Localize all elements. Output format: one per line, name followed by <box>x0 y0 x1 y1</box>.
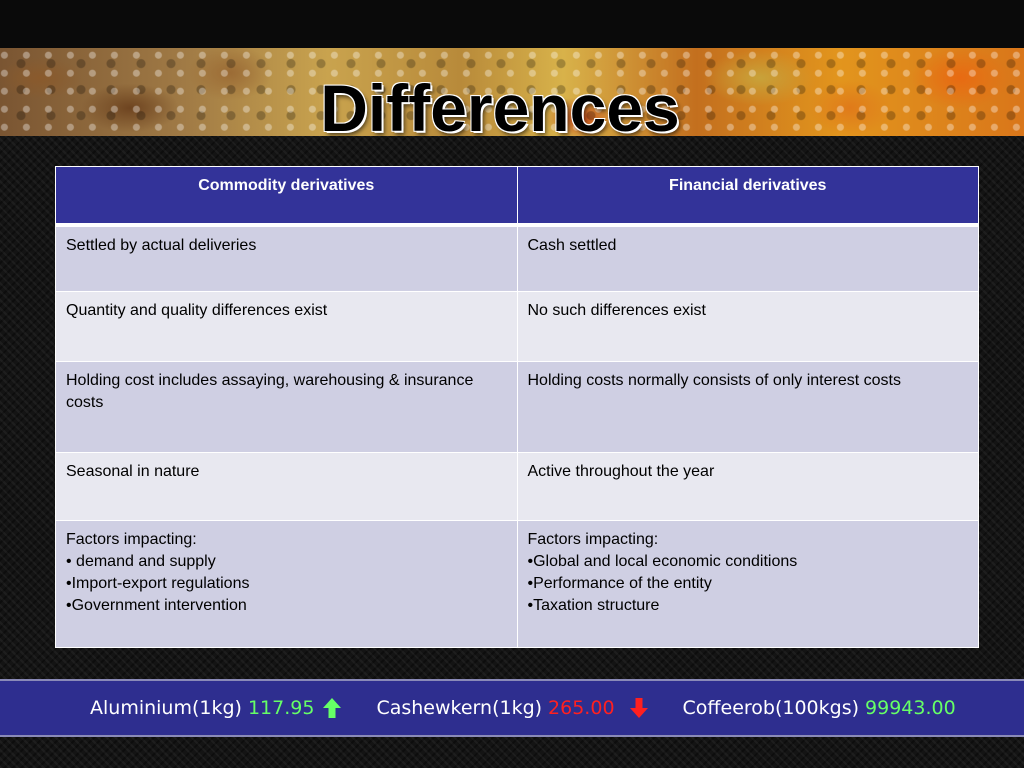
ticker-item-aluminium: Aluminium(1kg) 117.95 <box>90 697 342 719</box>
table-row: Quantity and quality differences exist N… <box>55 291 979 362</box>
ticker-item-cashewkern: Cashewkern(1kg) 265.00 <box>376 697 648 719</box>
arrow-down-icon <box>629 697 649 719</box>
table-row: Holding cost includes assaying, warehous… <box>55 361 979 453</box>
header-financial-derivatives: Financial derivatives <box>516 166 979 227</box>
ticker-price: 99943.00 <box>865 697 956 719</box>
table-cell: Seasonal in nature <box>55 452 518 521</box>
ticker-commodity-name: Aluminium(1kg) <box>90 697 242 719</box>
table-row: Settled by actual deliveries Cash settle… <box>55 224 979 292</box>
table-cell: Quantity and quality differences exist <box>55 291 518 362</box>
table-cell: No such differences exist <box>516 291 979 362</box>
ticker-commodity-name: Coffeerob(100kgs) <box>682 697 860 719</box>
top-band <box>0 0 1024 48</box>
table-cell: Holding costs normally consists of only … <box>516 361 979 453</box>
differences-table: Commodity derivatives Financial derivati… <box>55 166 979 648</box>
table-cell: Holding cost includes assaying, warehous… <box>55 361 518 453</box>
table-cell: Active throughout the year <box>516 452 979 521</box>
table-cell: Cash settled <box>516 224 979 292</box>
ticker-price: 265.00 <box>548 697 615 719</box>
table-row: Seasonal in nature Active throughout the… <box>55 452 979 521</box>
table-cell: Settled by actual deliveries <box>55 224 518 292</box>
commodity-banner-image <box>0 48 1024 136</box>
table-cell: Factors impacting: •Global and local eco… <box>516 520 979 648</box>
table-row: Factors impacting: • demand and supply •… <box>55 520 979 648</box>
price-ticker: Aluminium(1kg) 117.95 Cashewkern(1kg) 26… <box>0 679 1024 737</box>
table-header-row: Commodity derivatives Financial derivati… <box>55 166 979 227</box>
arrow-up-icon <box>322 697 342 719</box>
ticker-commodity-name: Cashewkern(1kg) <box>376 697 543 719</box>
table-cell: Factors impacting: • demand and supply •… <box>55 520 518 648</box>
slide-title: Differences <box>320 71 680 145</box>
ticker-price: 117.95 <box>247 697 315 719</box>
header-commodity-derivatives: Commodity derivatives <box>55 166 518 227</box>
ticker-item-coffeerob: Coffeerob(100kgs) 99943.00 <box>683 697 956 719</box>
